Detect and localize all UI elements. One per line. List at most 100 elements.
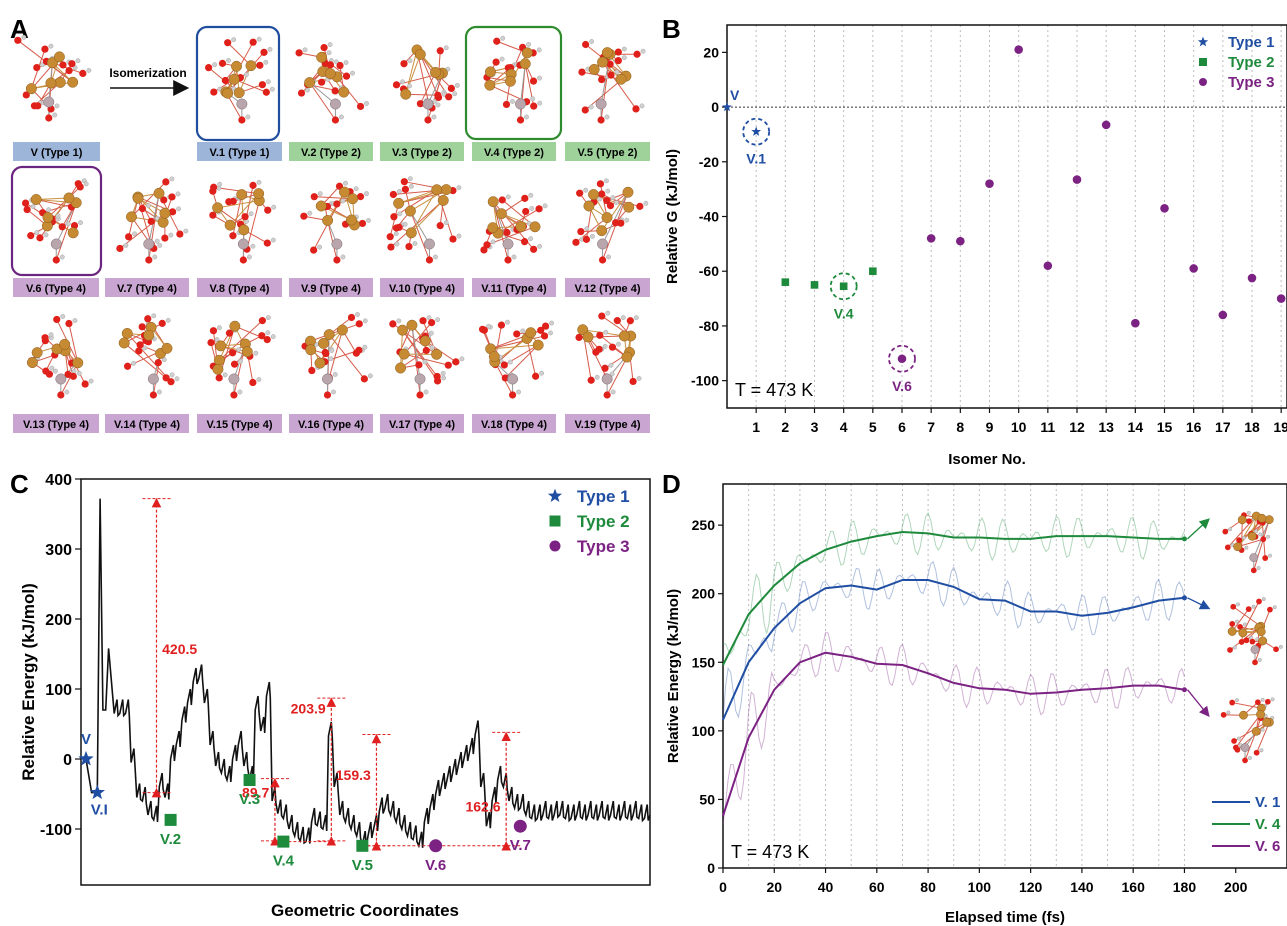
oxygen-atom <box>614 57 622 65</box>
oxygen-atom <box>626 317 634 325</box>
metal-atom <box>30 194 42 205</box>
silicon-atom <box>331 238 343 250</box>
hydrogen-atom <box>456 185 462 191</box>
y-tick-label: -100 <box>691 373 719 389</box>
silicon-atom <box>507 373 519 385</box>
oxygen-atom <box>520 238 529 246</box>
metal-atom <box>525 327 537 339</box>
oxygen-atom <box>310 246 318 254</box>
oxygen-atom <box>1253 749 1260 756</box>
data-point <box>1101 120 1111 130</box>
oxygen-atom <box>395 223 403 231</box>
hydrogen-atom <box>499 56 505 62</box>
oxygen-atom <box>582 235 591 243</box>
hydrogen-atom <box>329 348 335 353</box>
oxygen-atom <box>297 89 306 97</box>
panel-c: C 400 300 200 100 0 -100 Geometric Coordinates… <box>10 469 651 920</box>
metal-atom <box>157 216 169 228</box>
bond <box>402 329 438 377</box>
metal-atom <box>1262 717 1272 727</box>
hydrogen-atom <box>212 62 218 68</box>
oxygen-atom <box>578 68 586 76</box>
oxygen-atom <box>603 197 611 205</box>
oxygen-atom <box>65 66 73 75</box>
hydrogen-atom <box>169 176 175 182</box>
hydrogen-atom <box>536 47 542 53</box>
hydrogen-atom <box>393 231 399 237</box>
label-v15: V.15 (Type 4) <box>197 414 282 433</box>
metal-atom <box>336 324 348 336</box>
hydrogen-atom <box>456 233 462 239</box>
barrier-label: 203.9 <box>291 701 326 717</box>
oxygen-atom <box>522 207 530 216</box>
hydrogen-atom <box>46 207 52 213</box>
oxygen-atom <box>263 336 271 344</box>
silicon-atom <box>597 238 609 250</box>
hydrogen-atom <box>245 114 251 120</box>
bond <box>419 72 436 104</box>
label-v17: V.17 (Type 4) <box>380 414 464 433</box>
label-v8: V.8 (Type 4) <box>197 278 282 297</box>
hydrogen-atom <box>86 68 92 73</box>
oxygen-atom <box>256 61 264 69</box>
oxygen-atom <box>492 58 500 66</box>
bond <box>504 344 539 379</box>
metal-atom <box>583 200 595 212</box>
oxygen-atom <box>76 183 84 191</box>
oxygen-atom <box>1273 646 1279 653</box>
oxygen-atom <box>419 317 427 325</box>
oxygen-atom <box>229 232 237 240</box>
metal-atom <box>159 207 171 219</box>
hydrogen-atom <box>236 347 242 353</box>
label-v4: V.4 (Type 2) <box>472 142 556 161</box>
hydrogen-atom <box>54 103 60 109</box>
oxygen-atom <box>572 238 580 246</box>
oxygen-atom <box>1256 598 1262 605</box>
oxygen-atom <box>537 326 545 334</box>
oxygen-atom <box>401 185 410 193</box>
silicon-atom <box>414 373 426 385</box>
hydrogen-atom <box>428 330 434 336</box>
metal-atom <box>596 225 608 237</box>
oxygen-atom <box>336 61 344 70</box>
hydrogen-atom <box>334 59 339 65</box>
point-label: V <box>730 87 740 103</box>
panel-d: D 0 50 100 150 200 250 0 20 40 60 80 100 120 140 160 18… <box>662 469 1287 926</box>
oxygen-atom <box>331 87 339 95</box>
x-axis-label: Geometric Coordinates <box>271 901 459 920</box>
silicon-atom <box>237 238 249 250</box>
hydrogen-atom <box>409 183 414 189</box>
metal-atom <box>529 221 541 233</box>
x-tick-label: 19 <box>1273 419 1287 435</box>
v4-highlight-box <box>464 25 563 141</box>
oxygen-atom <box>230 391 238 399</box>
hydrogen-atom <box>340 254 346 260</box>
hydrogen-atom <box>590 233 595 239</box>
oxygen-atom <box>1243 637 1250 644</box>
metal-atom <box>397 324 408 336</box>
hydrogen-atom <box>132 231 138 237</box>
hydrogen-atom <box>49 365 55 371</box>
hydrogen-atom <box>435 317 441 323</box>
oxygen-atom <box>158 319 166 327</box>
smoothed-trajectory <box>722 530 1185 666</box>
bond <box>410 189 438 234</box>
profile-marker <box>513 819 527 833</box>
trajectory-end-point <box>1181 536 1187 542</box>
molecule-structure <box>386 176 462 264</box>
point-label: V.6 <box>892 378 912 394</box>
oxygen-atom <box>1222 528 1229 535</box>
bond <box>409 210 430 261</box>
data-point <box>839 282 848 291</box>
metal-atom <box>346 214 357 226</box>
hydrogen-atom <box>443 45 449 51</box>
hydrogen-atom <box>1235 619 1239 624</box>
data-point <box>897 354 907 364</box>
molecule-structure <box>1220 697 1275 764</box>
y-tick-label: 150 <box>692 654 716 670</box>
hydrogen-atom <box>1261 597 1266 602</box>
oxygen-atom <box>162 374 170 382</box>
metal-atom <box>487 196 499 208</box>
hydrogen-atom <box>633 315 639 321</box>
barrier-label: 162.6 <box>465 799 500 815</box>
